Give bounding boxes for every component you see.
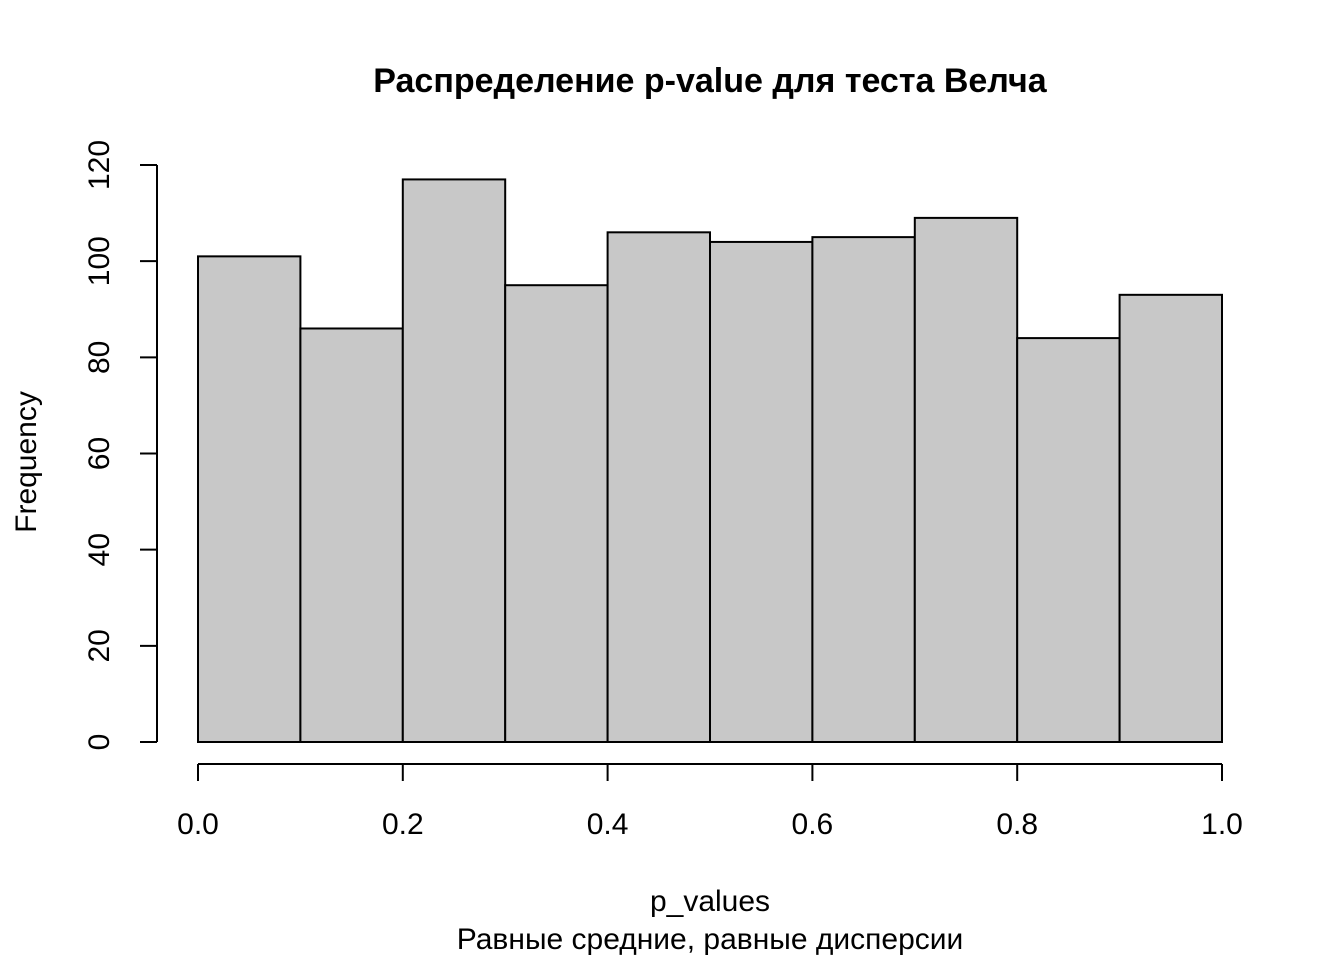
chart-title: Распределение p-value для теста Велча [373, 62, 1048, 100]
y-tick-label: 60 [83, 437, 116, 470]
x-tick-label: 0.0 [177, 808, 219, 841]
histogram-bars [197, 178, 1223, 744]
x-axis-ticks: 0.0 0.2 0.4 0.6 0.8 1.0 [177, 764, 1243, 841]
x-tick-label: 1.0 [1201, 808, 1243, 841]
histogram-bar [1016, 337, 1121, 743]
y-tick-label: 80 [83, 341, 116, 374]
histogram-bar [401, 178, 507, 744]
y-tick-label: 100 [83, 236, 116, 286]
histogram-bar [504, 284, 609, 743]
histogram-bar [1118, 293, 1223, 743]
histogram-bar [811, 236, 916, 743]
histogram-bar [709, 240, 814, 744]
chart-subtitle: Равные средние, равные дисперсии [457, 923, 964, 956]
x-tick-label: 0.4 [587, 808, 629, 841]
y-axis-label: Frequency [10, 391, 43, 533]
y-tick-label: 20 [83, 629, 116, 662]
y-tick-label: 120 [83, 140, 116, 190]
x-tick-label: 0.2 [382, 808, 424, 841]
y-tick-label: 0 [83, 734, 116, 751]
histogram-bar [299, 327, 404, 743]
x-axis-label: p_values [650, 885, 770, 918]
histogram-bar [913, 216, 1019, 743]
x-tick-label: 0.6 [792, 808, 834, 841]
x-tick-label: 0.8 [996, 808, 1038, 841]
histogram-bar [197, 255, 302, 743]
histogram-bar [606, 231, 711, 743]
y-tick-label: 40 [83, 533, 116, 566]
y-axis-ticks: 0 20 40 60 80 100 120 [83, 140, 157, 750]
